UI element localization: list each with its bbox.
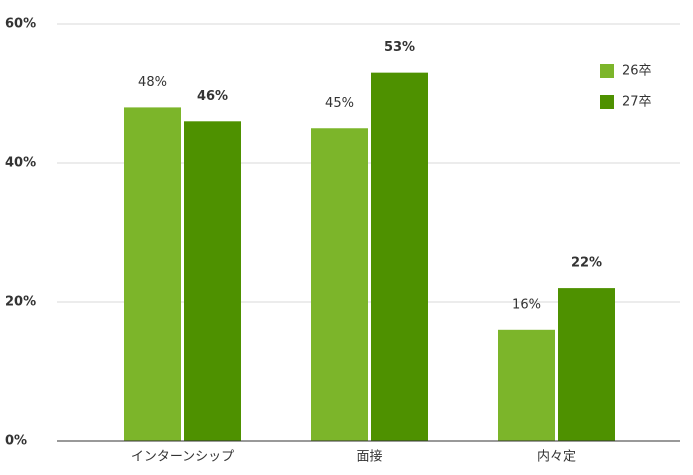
data-label: 45%: [325, 96, 354, 111]
data-label: 53%: [384, 40, 415, 55]
x-tick-label: 面接: [356, 449, 382, 465]
y-tick-label: 40%: [5, 156, 36, 171]
legend-label: 26卒: [622, 64, 652, 79]
y-tick-label: 0%: [5, 434, 27, 449]
y-tick-label: 60%: [5, 17, 36, 32]
bar: [184, 121, 241, 442]
bar: [498, 329, 555, 441]
data-label: 22%: [571, 256, 602, 271]
bar: [558, 288, 615, 441]
bar: [124, 107, 181, 442]
bar: [311, 128, 368, 441]
legend-swatch: [600, 64, 614, 78]
y-tick-label: 20%: [5, 295, 36, 310]
legend-swatch: [600, 95, 614, 109]
x-tick-label: インターンシップ: [131, 450, 234, 465]
bar: [371, 72, 428, 442]
x-tick-label: 内々定: [537, 449, 576, 465]
data-label: 16%: [512, 297, 541, 312]
data-label: 46%: [197, 89, 228, 104]
legend-label: 27卒: [622, 95, 652, 110]
data-label: 48%: [138, 75, 167, 90]
